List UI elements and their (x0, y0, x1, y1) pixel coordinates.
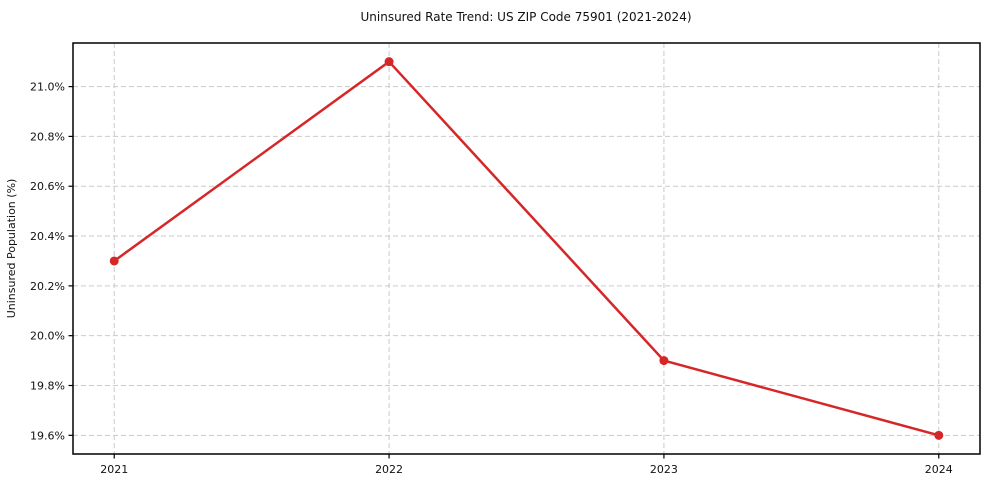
gridlines (73, 43, 980, 454)
x-tick-label: 2022 (375, 463, 403, 476)
data-point-marker (384, 57, 394, 67)
y-tick-label: 21.0% (30, 81, 65, 94)
tick-labels: 19.6% 19.8% 20.0% 20.2% 20.4% 20.6% 20.8% 21.0%… (30, 81, 953, 476)
y-tick-label: 19.8% (30, 380, 65, 393)
axis-ticks (68, 85, 940, 459)
y-tick-label: 20.0% (30, 330, 65, 343)
y-tick-label: 20.8% (30, 130, 65, 143)
y-tick-label: 20.4% (30, 230, 65, 243)
x-tick-label: 2023 (650, 463, 678, 476)
data-point-marker (659, 356, 669, 366)
y-tick-label: 20.2% (30, 280, 65, 293)
trend-series (109, 57, 944, 440)
data-point-marker (109, 256, 119, 266)
x-tick-label: 2021 (100, 463, 128, 476)
y-axis-label: Uninsured Population (%) (5, 179, 18, 319)
chart-title: Uninsured Rate Trend: US ZIP Code 75901 … (360, 10, 691, 24)
plot-border (72, 42, 981, 455)
y-tick-label: 20.6% (30, 180, 65, 193)
x-tick-label: 2024 (925, 463, 953, 476)
data-point-marker (934, 430, 944, 440)
y-tick-label: 19.6% (30, 429, 65, 442)
trend-line (112, 60, 941, 437)
